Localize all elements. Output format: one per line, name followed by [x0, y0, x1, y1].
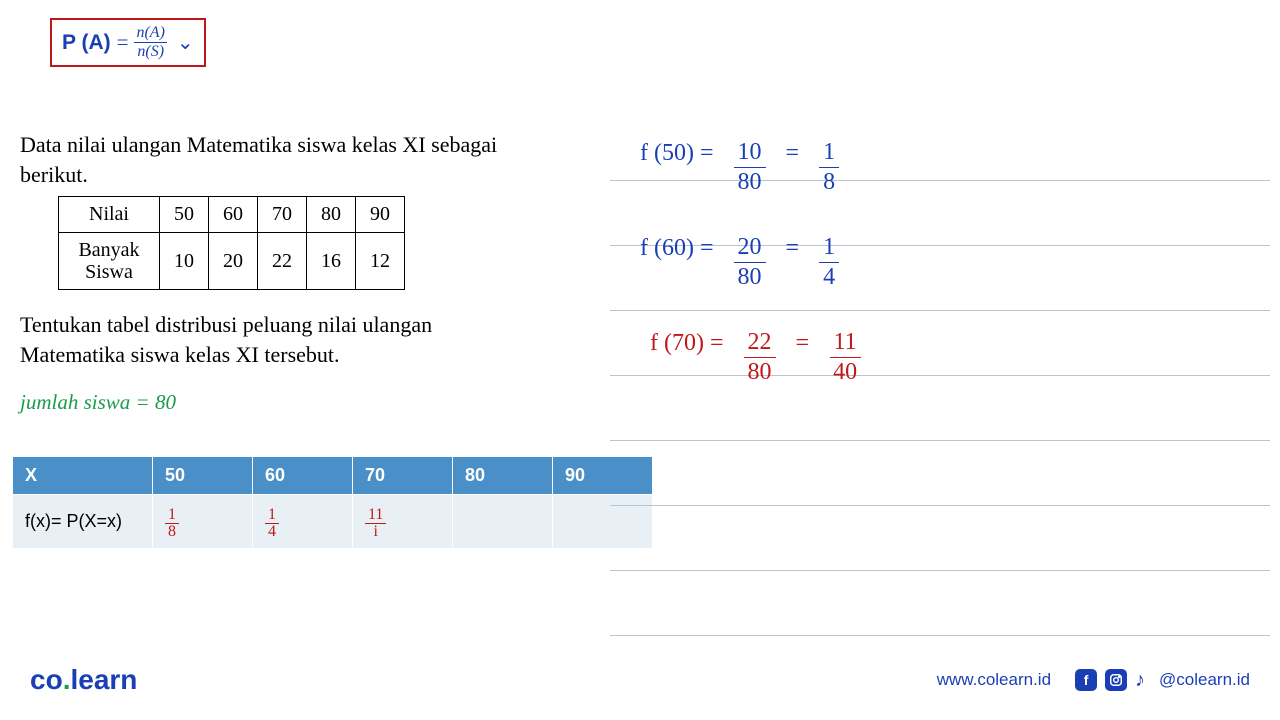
cell: 11 i [353, 495, 453, 549]
fraction: 11 40 [829, 330, 861, 385]
formula-eq: = [117, 30, 129, 55]
footer-url[interactable]: www.colearn.id [937, 670, 1051, 690]
header: 80 [453, 457, 553, 495]
cell: 10 [160, 233, 209, 290]
header: 70 [353, 457, 453, 495]
cell: 50 [160, 197, 209, 233]
fraction: 1 8 [165, 507, 179, 540]
instagram-icon[interactable] [1105, 669, 1127, 691]
row-label: f(x)= P(X=x) [13, 495, 153, 549]
cell: 90 [356, 197, 405, 233]
fraction: 1 4 [265, 507, 279, 540]
table-row: X 50 60 70 80 90 [13, 457, 653, 495]
data-table: Nilai 50 60 70 80 90 Banyak Siswa 10 20 … [58, 196, 405, 290]
formula-fraction: n(A) n(S) [134, 24, 166, 61]
table-row: f(x)= P(X=x) 1 8 1 4 11 i [13, 495, 653, 549]
hw-eq: = [796, 330, 810, 357]
header: 50 [153, 457, 253, 495]
handwriting-line: f (70) = 22 80 = 11 40 [650, 330, 861, 385]
social-icons: f ♪ @colearn.id [1075, 669, 1250, 692]
hw-label: f (60) = [640, 235, 714, 262]
fraction: 20 80 [734, 235, 766, 290]
cell: 16 [307, 233, 356, 290]
facebook-icon[interactable]: f [1075, 669, 1097, 691]
header-X: X [13, 457, 153, 495]
rule-line [610, 570, 1270, 571]
table-row: Nilai 50 60 70 80 90 [59, 197, 405, 233]
cell: 22 [258, 233, 307, 290]
formula-num: n(A) [134, 24, 166, 43]
cell: 1 4 [253, 495, 353, 549]
cell: 70 [258, 197, 307, 233]
cell: 1 8 [153, 495, 253, 549]
formula-box: P (A) = n(A) n(S) ⌄ [50, 18, 206, 67]
formula-lhs: P (A) [62, 31, 111, 55]
hw-eq: = [786, 235, 800, 262]
rule-line [610, 440, 1270, 441]
distribution-table: X 50 60 70 80 90 f(x)= P(X=x) 1 8 1 4 11… [12, 456, 653, 549]
handwriting-line: f (60) = 20 80 = 1 4 [640, 235, 839, 290]
jumlah-siswa: jumlah siswa = 80 [20, 390, 176, 415]
fraction: 11 i [365, 507, 386, 540]
rule-line [610, 505, 1270, 506]
fraction: 22 80 [744, 330, 776, 385]
check-icon: ⌄ [177, 30, 194, 55]
rule-line [610, 635, 1270, 636]
rule-line [610, 310, 1270, 311]
fraction: 10 80 [734, 140, 766, 195]
cell: 12 [356, 233, 405, 290]
row-label: Nilai [59, 197, 160, 233]
cell: 60 [209, 197, 258, 233]
formula-den: n(S) [135, 43, 166, 61]
handwriting-line: f (50) = 10 80 = 1 8 [640, 140, 839, 195]
fraction: 1 8 [819, 140, 839, 195]
problem-intro-1: Data nilai ulangan Matematika siswa kela… [20, 130, 520, 189]
hw-label: f (70) = [650, 330, 724, 357]
footer: co.learn www.colearn.id f ♪ @colearn.id [0, 664, 1280, 696]
social-handle[interactable]: @colearn.id [1159, 670, 1250, 690]
cell [453, 495, 553, 549]
tiktok-icon[interactable]: ♪ [1135, 669, 1145, 692]
notebook-area: f (50) = 10 80 = 1 8 f (60) = 20 80 = 1 … [610, 130, 1270, 640]
logo: co.learn [30, 664, 137, 696]
row-label: Banyak Siswa [59, 233, 160, 290]
hw-eq: = [786, 140, 800, 167]
table-row: Banyak Siswa 10 20 22 16 12 [59, 233, 405, 290]
problem-intro-2: Tentukan tabel distribusi peluang nilai … [20, 310, 520, 369]
fraction: 1 4 [819, 235, 839, 290]
cell: 80 [307, 197, 356, 233]
cell: 20 [209, 233, 258, 290]
hw-label: f (50) = [640, 140, 714, 167]
header: 60 [253, 457, 353, 495]
